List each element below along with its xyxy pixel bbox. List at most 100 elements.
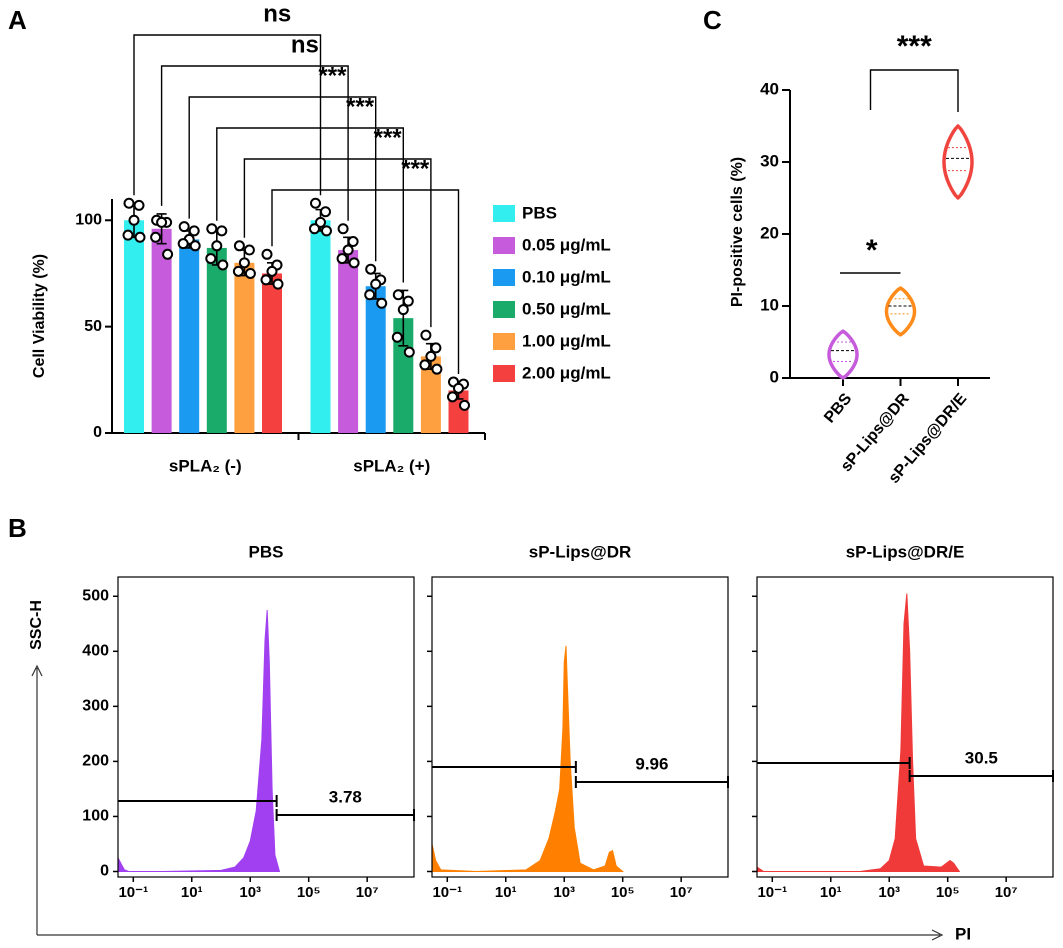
significance-bracket xyxy=(188,96,377,262)
significance-label: ns xyxy=(263,0,291,27)
plot-frame xyxy=(431,576,729,878)
y-tick-label: 10 xyxy=(760,295,779,314)
data-point xyxy=(123,197,135,209)
x-tick-label: sPLA₂ (+) xyxy=(353,456,430,475)
data-point xyxy=(128,214,140,226)
data-point xyxy=(447,391,458,403)
y-tick-label: 400 xyxy=(82,643,109,660)
legend-label: 1.00 μg/mL xyxy=(522,331,611,350)
significance-label: * xyxy=(866,234,878,267)
x-axis-label: PI xyxy=(955,924,971,943)
data-point xyxy=(162,248,174,260)
data-point xyxy=(189,240,201,252)
y-tick-label: 100 xyxy=(75,211,102,228)
x-tick-label: 10¹ xyxy=(820,884,842,901)
x-tick-label: 10⁷ xyxy=(995,884,1018,901)
data-point xyxy=(397,304,409,316)
y-tick-label: 500 xyxy=(82,587,109,604)
panel-letter: C xyxy=(703,5,722,35)
significance-label: *** xyxy=(346,93,375,120)
data-point xyxy=(321,225,332,237)
panel-letter: B xyxy=(8,513,27,543)
x-tick-label: 10⁵ xyxy=(611,884,635,901)
panel-title: sP-Lips@DR/E xyxy=(846,542,965,561)
data-point xyxy=(260,274,272,286)
data-point xyxy=(266,265,278,277)
gate-positive xyxy=(908,770,1054,782)
axis-arrows xyxy=(31,664,944,941)
bar xyxy=(420,356,441,433)
panel-title: sP-Lips@DR xyxy=(529,542,632,561)
panel-letter: A xyxy=(8,5,27,35)
legend-label: 2.00 μg/mL xyxy=(522,363,611,382)
x-tick-label: PBS xyxy=(821,390,855,426)
gate-positive xyxy=(574,776,729,788)
data-point xyxy=(156,216,168,228)
legend-swatch xyxy=(493,205,515,222)
y-tick-label: 200 xyxy=(82,753,109,770)
x-tick-label: 10³ xyxy=(878,884,900,901)
data-point xyxy=(347,236,359,248)
gate-label: 30.5 xyxy=(965,748,998,767)
legend-label: 0.10 μg/mL xyxy=(522,267,611,286)
significance-bracket xyxy=(869,69,959,112)
significance-bracket xyxy=(243,158,432,328)
histogram-area xyxy=(431,645,625,872)
data-point xyxy=(261,248,273,260)
data-point xyxy=(205,253,217,265)
significance-bracket xyxy=(216,127,404,283)
data-point xyxy=(391,331,403,343)
legend-label: 0.50 μg/mL xyxy=(522,299,611,318)
y-axis-label: PI-positive cells (%) xyxy=(729,157,746,307)
data-point xyxy=(216,225,228,237)
data-point xyxy=(177,238,189,250)
legend-swatch xyxy=(493,365,515,382)
data-point xyxy=(370,278,382,290)
x-tick-label: 10⁷ xyxy=(670,884,693,901)
data-point xyxy=(188,225,200,237)
data-point xyxy=(243,244,255,256)
data-point xyxy=(459,399,470,411)
data-point xyxy=(431,363,443,375)
x-tick-label: 10⁵ xyxy=(936,884,960,901)
data-point xyxy=(206,223,218,235)
bar xyxy=(365,286,386,433)
significance-label: ns xyxy=(291,31,319,58)
bar xyxy=(124,220,144,433)
gate-negative xyxy=(757,757,911,769)
plot-frame xyxy=(756,576,1054,878)
bar xyxy=(206,247,227,433)
bar xyxy=(262,273,282,433)
data-point xyxy=(453,382,464,394)
x-tick-label: 10⁻¹ xyxy=(432,884,462,901)
y-tick-label: 20 xyxy=(760,223,779,242)
legend-swatch xyxy=(493,269,515,286)
data-point xyxy=(315,216,326,228)
data-point xyxy=(430,342,442,354)
bar xyxy=(179,239,200,433)
data-point xyxy=(134,231,146,243)
data-point xyxy=(392,289,404,301)
data-point xyxy=(233,240,245,252)
bar xyxy=(151,228,172,433)
violin xyxy=(884,286,917,337)
data-point xyxy=(376,297,388,309)
y-tick-label: 0 xyxy=(93,424,102,441)
data-point xyxy=(365,263,377,275)
data-point xyxy=(178,221,190,233)
violin xyxy=(942,124,974,200)
data-point xyxy=(342,244,354,256)
data-point xyxy=(232,265,244,277)
data-point xyxy=(244,267,256,279)
data-point xyxy=(310,197,321,209)
plot-frame xyxy=(117,576,415,878)
x-tick-label: sPLA₂ (-) xyxy=(169,456,242,475)
gate-negative xyxy=(432,761,577,773)
data-point xyxy=(238,257,250,269)
y-tick-label: 100 xyxy=(82,808,109,825)
x-tick-label: 10³ xyxy=(239,884,261,901)
data-point xyxy=(336,253,348,265)
histogram-area xyxy=(117,609,281,872)
